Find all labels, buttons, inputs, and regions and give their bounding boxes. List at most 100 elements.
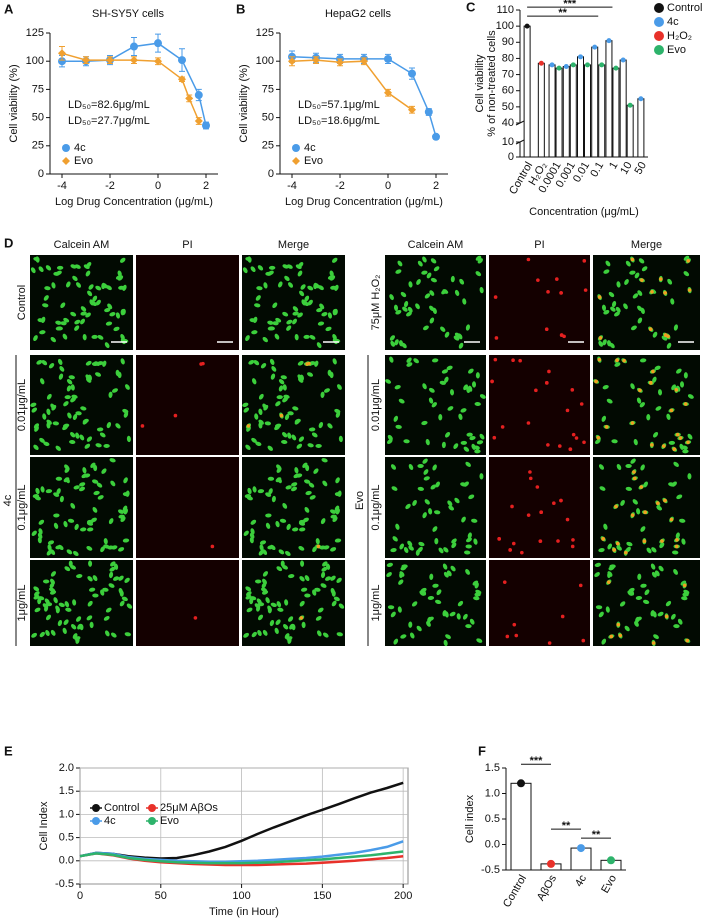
- cell: [603, 269, 610, 274]
- cell: [262, 629, 268, 636]
- cell: [288, 616, 294, 622]
- micrograph: [489, 560, 590, 646]
- cell: [278, 549, 285, 555]
- y-tick-label: 25: [262, 140, 274, 152]
- cell: [317, 607, 324, 613]
- dead-cell: [571, 432, 576, 437]
- cell: [616, 545, 622, 551]
- cell: [59, 366, 65, 372]
- cell: [630, 383, 635, 390]
- bar: [584, 64, 591, 158]
- cell: [291, 482, 298, 487]
- cell: [387, 438, 393, 445]
- cell: [315, 538, 320, 545]
- cell: [63, 477, 70, 483]
- cell: [424, 293, 431, 299]
- cell: [279, 518, 287, 523]
- ld50-annotation: LD₅₀=57.1μg/mL: [298, 99, 380, 111]
- cell: [90, 462, 96, 468]
- dead-cell: [674, 388, 679, 392]
- cell: [454, 289, 460, 297]
- cell: [56, 488, 61, 495]
- cell: [605, 606, 610, 613]
- cell: [393, 304, 399, 311]
- cell: [322, 480, 328, 487]
- cell: [68, 375, 75, 380]
- cell: [435, 481, 440, 488]
- cell: [51, 282, 56, 289]
- dead-cell: [570, 388, 575, 392]
- cell: [283, 394, 290, 399]
- micrograph: [385, 560, 486, 647]
- cell: [97, 334, 104, 340]
- micrograph-background: [593, 255, 700, 350]
- cell: [62, 627, 67, 634]
- panel-label: F: [478, 743, 486, 758]
- cell: [278, 385, 284, 392]
- cell: [391, 486, 398, 491]
- cell: [79, 482, 86, 487]
- cell: [634, 272, 640, 279]
- cell: [390, 340, 396, 347]
- cell: [451, 538, 457, 544]
- bar-point: [627, 102, 633, 108]
- dead-cell: [579, 402, 584, 406]
- cell: [278, 281, 283, 288]
- cell: [386, 572, 392, 578]
- dead-cell: [683, 402, 688, 406]
- marker: [130, 42, 138, 51]
- cell: [55, 476, 63, 481]
- y-tick-label: 25: [32, 140, 44, 152]
- cell: [75, 411, 82, 416]
- cell: [431, 358, 439, 363]
- cell: [401, 564, 408, 569]
- cell: [403, 546, 409, 554]
- cell: [466, 432, 473, 437]
- dead-cell: [199, 362, 203, 366]
- cell: [297, 360, 304, 366]
- bar: [577, 56, 584, 158]
- cell: [58, 373, 64, 380]
- cell: [399, 571, 405, 577]
- cell: [415, 303, 420, 310]
- cell: [245, 586, 252, 592]
- y-tick-label: -0.5: [55, 878, 74, 890]
- cell: [476, 440, 484, 445]
- cell: [57, 619, 63, 627]
- cell: [469, 435, 476, 441]
- cell: [616, 463, 622, 471]
- bar-point: [549, 62, 555, 68]
- cell: [602, 385, 609, 390]
- cell: [298, 377, 304, 383]
- cell: [284, 275, 290, 282]
- cell: [124, 632, 131, 637]
- cell: [327, 312, 333, 319]
- cell: [82, 418, 89, 424]
- cell: [250, 519, 257, 525]
- cell: [297, 312, 303, 318]
- dead-cell: [497, 537, 501, 541]
- cell: [644, 589, 650, 596]
- cell: [46, 408, 51, 415]
- cell: [276, 395, 283, 400]
- cell: [469, 618, 475, 625]
- cell: [276, 467, 282, 473]
- cell: [122, 538, 130, 543]
- cell: [87, 527, 94, 532]
- cell: [66, 379, 73, 385]
- cell: [428, 387, 435, 393]
- cell: [304, 295, 310, 302]
- cell: [31, 632, 37, 638]
- series-line: [291, 55, 437, 138]
- cell: [640, 464, 645, 471]
- cell: [329, 270, 334, 277]
- cell: [285, 550, 291, 557]
- cell: [275, 317, 282, 323]
- cell: [255, 441, 262, 447]
- cell: [403, 439, 410, 444]
- dead-cell: [574, 436, 579, 440]
- cell: [636, 508, 641, 515]
- bar-point: [606, 38, 612, 44]
- legend-marker: [654, 45, 664, 55]
- cell: [251, 330, 258, 335]
